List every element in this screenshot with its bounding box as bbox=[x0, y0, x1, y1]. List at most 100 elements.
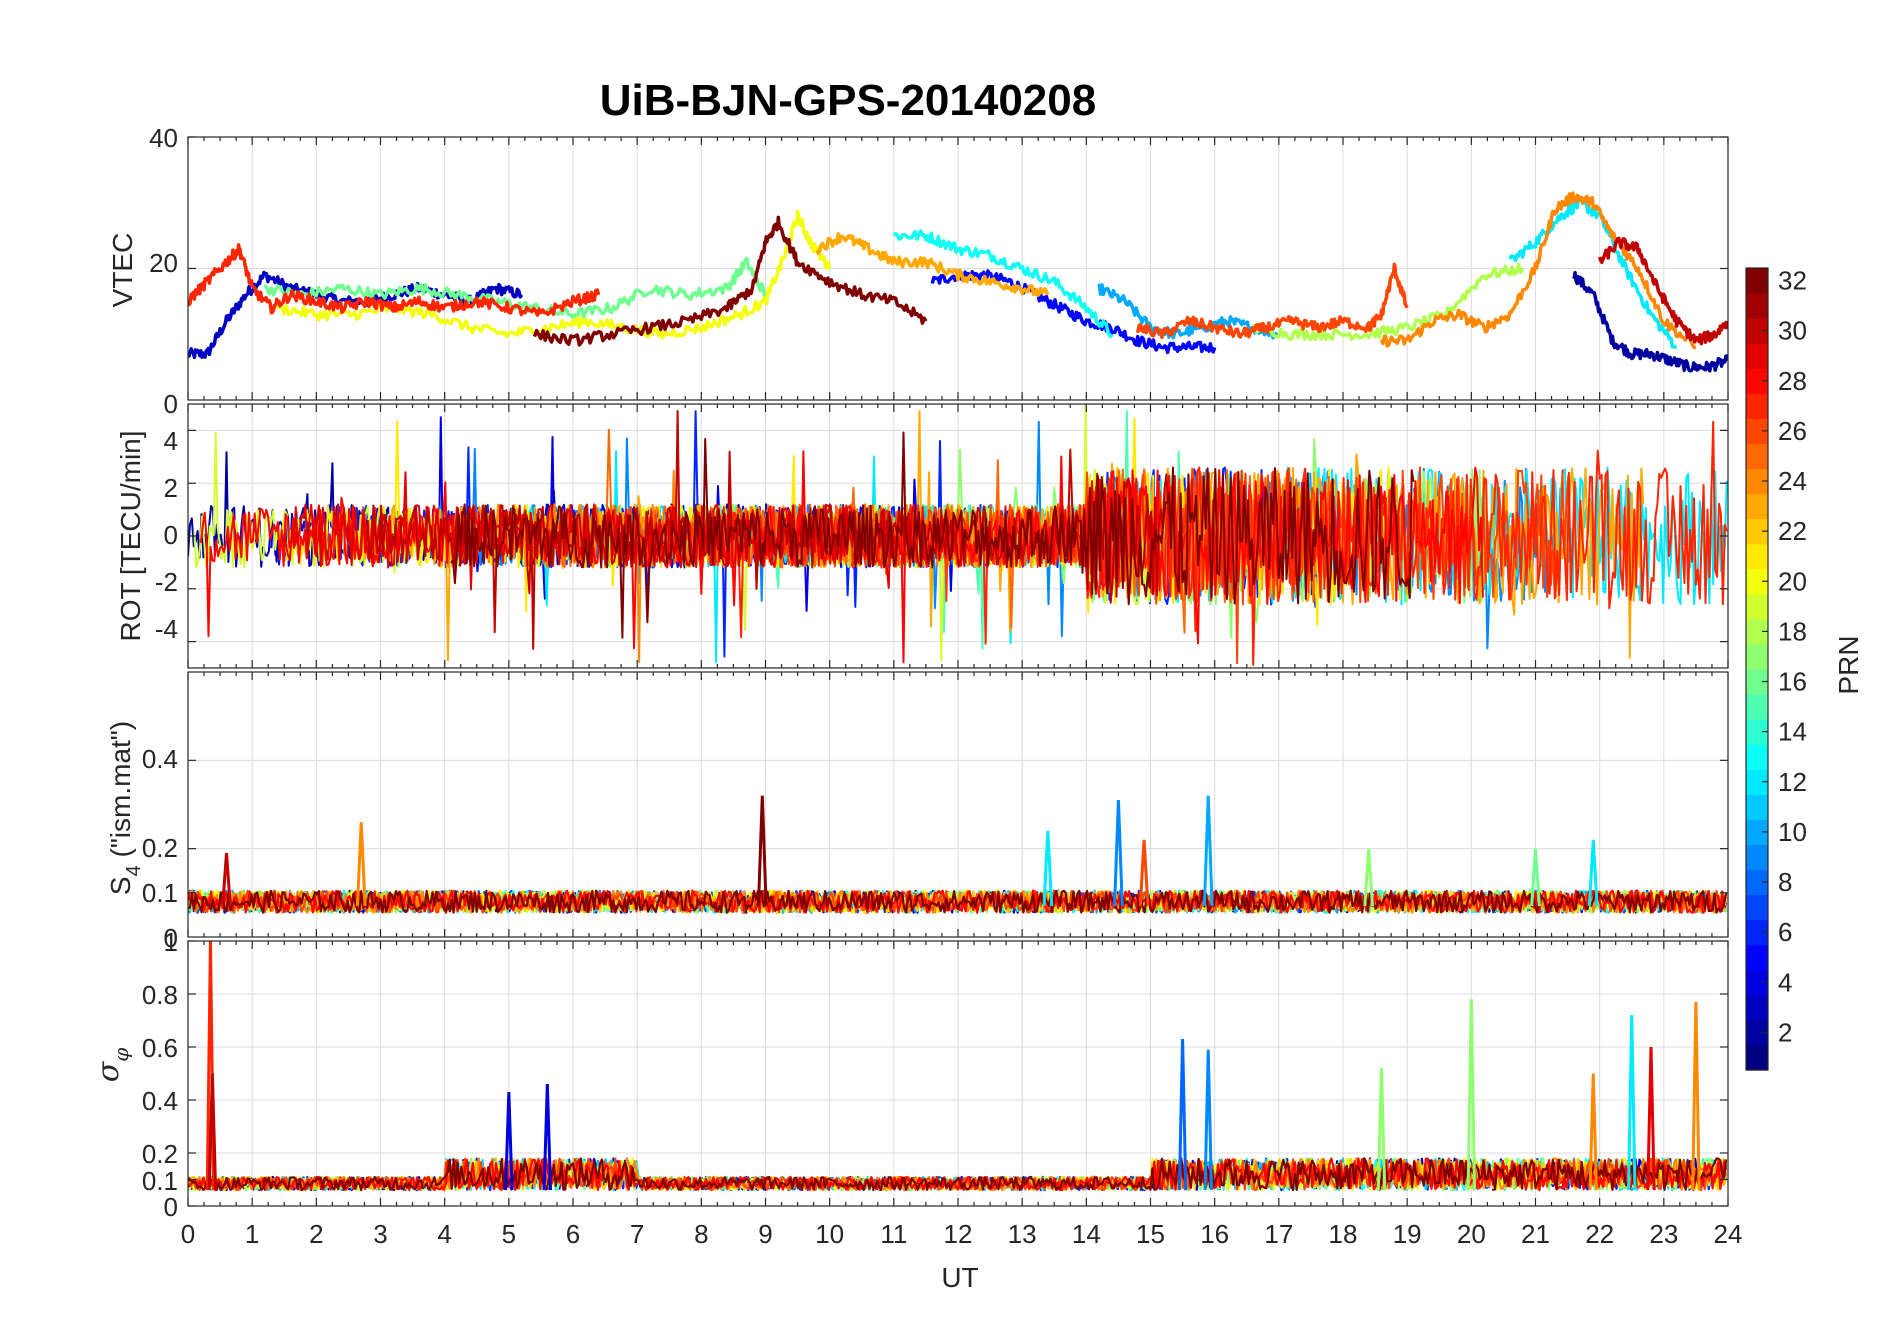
colorbar-tick-label-12: 12 bbox=[1778, 767, 1807, 797]
colorbar-swatch-10 bbox=[1746, 819, 1768, 846]
ut-tick-label-11: 11 bbox=[880, 1219, 907, 1249]
sigma-tick-label-0: 0 bbox=[164, 1192, 178, 1222]
colorbar-tick-label-10: 10 bbox=[1778, 817, 1807, 847]
sigma-axis-label-main: σ bbox=[91, 1060, 126, 1082]
ut-tick-label-0: 0 bbox=[181, 1219, 195, 1249]
colorbar-swatch-16 bbox=[1746, 669, 1768, 695]
s4-spike-prn-32 bbox=[756, 795, 768, 907]
vtec-axis-label: VTEC bbox=[107, 233, 138, 308]
sigma-data bbox=[188, 941, 1728, 1192]
ut-tick-label-17: 17 bbox=[1264, 1219, 1293, 1249]
colorbar-tick-label-16: 16 bbox=[1778, 667, 1807, 697]
colorbar-swatch-27 bbox=[1746, 393, 1768, 419]
sigma-spike-prn-4 bbox=[542, 1084, 553, 1191]
colorbar-tick-label-2: 2 bbox=[1778, 1017, 1792, 1047]
vtec-series-prn-5 bbox=[930, 269, 1217, 355]
rot-tick-label-top-0: 0 bbox=[164, 389, 178, 419]
ut-tick-label-12: 12 bbox=[944, 1219, 973, 1249]
colorbar-swatch-1 bbox=[1746, 1044, 1768, 1071]
vtec-panel bbox=[187, 136, 1729, 401]
colorbar-swatch-26 bbox=[1746, 418, 1768, 445]
ut-tick-label-24: 24 bbox=[1714, 1219, 1743, 1249]
vtec-series-prn-2 bbox=[1572, 270, 1728, 373]
ut-tick-label-21: 21 bbox=[1521, 1219, 1550, 1249]
colorbar-tick-label-24: 24 bbox=[1778, 466, 1807, 496]
ut-tick-label-20: 20 bbox=[1457, 1219, 1486, 1249]
ut-tick-label-13: 13 bbox=[1008, 1219, 1037, 1249]
vtec-series-prn-18 bbox=[1251, 262, 1525, 342]
ut-tick-label-14: 14 bbox=[1072, 1219, 1101, 1249]
colorbar-swatch-25 bbox=[1746, 443, 1768, 470]
vtec-series-prn-32 bbox=[532, 215, 928, 347]
figure-title: UiB-BJN-GPS-20140208 bbox=[600, 76, 1096, 125]
sigma-spike-prn-17 bbox=[1376, 1068, 1387, 1191]
colorbar-swatch-6 bbox=[1746, 919, 1768, 946]
rot-tick-label-0: 0 bbox=[164, 520, 178, 550]
colorbar-swatch-17 bbox=[1746, 643, 1768, 670]
colorbar-swatch-19 bbox=[1746, 593, 1768, 620]
colorbar-swatch-21 bbox=[1746, 543, 1768, 570]
colorbar-swatch-23 bbox=[1746, 493, 1768, 520]
vtec-tick-label-40: 40 bbox=[149, 123, 178, 153]
colorbar-tick-label-6: 6 bbox=[1778, 917, 1792, 947]
ut-tick-label-1: 1 bbox=[245, 1219, 259, 1249]
s4-grid bbox=[187, 672, 1729, 937]
rot-data bbox=[188, 404, 1728, 666]
s4-tick-label-0.1: 0.1 bbox=[142, 878, 178, 908]
sigma-axis-label: σφ bbox=[91, 1048, 133, 1083]
rot-axis-label: ROT [TECU/min] bbox=[115, 430, 146, 641]
ut-tick-label-7: 7 bbox=[630, 1219, 644, 1249]
vtec-series-prn-27 bbox=[188, 243, 601, 317]
sigma-phi-panel bbox=[187, 940, 1729, 1207]
ut-tick-label-23: 23 bbox=[1649, 1219, 1678, 1249]
s4-tick-label-0: 0 bbox=[164, 923, 178, 953]
sigma-spike-prn-29 bbox=[1646, 1046, 1656, 1191]
rot-series-prn-27 bbox=[693, 420, 1728, 666]
colorbar-frame bbox=[1745, 267, 1769, 1071]
sigma-spike-prn-24 bbox=[1691, 1001, 1701, 1191]
colorbar-swatch-12 bbox=[1746, 769, 1768, 795]
sigma-tick-label-0.8: 0.8 bbox=[142, 980, 178, 1010]
colorbar-swatch-4 bbox=[1746, 969, 1768, 996]
colorbar-tick-label-30: 30 bbox=[1778, 316, 1807, 346]
colorbar-tick-label-22: 22 bbox=[1778, 516, 1807, 546]
svg-text:S4 ("ism.mat"): S4 ("ism.mat") bbox=[105, 721, 145, 895]
sigma-spike-prn-24 bbox=[1588, 1073, 1598, 1191]
s4-panel bbox=[187, 671, 1729, 938]
sigma-spike-prn-30 bbox=[207, 1073, 218, 1191]
ut-tick-label-10: 10 bbox=[815, 1219, 844, 1249]
colorbar-tick-label-8: 8 bbox=[1778, 867, 1792, 897]
s4-spike-prn-12 bbox=[1042, 830, 1054, 907]
colorbar-swatch-15 bbox=[1746, 694, 1768, 720]
sigma-spike-prn-4 bbox=[504, 1092, 514, 1191]
vtec-series-prn-20 bbox=[276, 209, 832, 340]
colorbar-swatch-2 bbox=[1746, 1019, 1768, 1046]
s4-spike-prn-24 bbox=[355, 822, 367, 907]
rot-series-prn-32 bbox=[450, 431, 1415, 639]
vtec-series-prn-24 bbox=[1379, 191, 1696, 350]
rot-tick-label-4: 4 bbox=[164, 426, 178, 456]
ut-tick-label-19: 19 bbox=[1393, 1219, 1422, 1249]
ut-tick-label-16: 16 bbox=[1200, 1219, 1229, 1249]
ut-tick-label-3: 3 bbox=[373, 1219, 387, 1249]
ut-tick-label-18: 18 bbox=[1329, 1219, 1358, 1249]
colorbar-tick-label-18: 18 bbox=[1778, 616, 1807, 646]
colorbar-swatch-32 bbox=[1746, 268, 1768, 294]
rot-panel bbox=[187, 403, 1729, 669]
ut-tick-label-4: 4 bbox=[437, 1219, 451, 1249]
sigma-spike-prn-17 bbox=[1466, 999, 1477, 1191]
colorbar-tick-label-20: 20 bbox=[1778, 566, 1807, 596]
vtec-series-prn-26 bbox=[1135, 262, 1409, 340]
ut-tick-label-15: 15 bbox=[1136, 1219, 1165, 1249]
colorbar-tick-label-4: 4 bbox=[1778, 967, 1792, 997]
ut-tick-label-5: 5 bbox=[502, 1219, 516, 1249]
sigma-tick-label-0.1: 0.1 bbox=[142, 1166, 178, 1196]
colorbar-swatch-9 bbox=[1746, 844, 1768, 871]
vtec-series-prn-23 bbox=[815, 232, 1050, 298]
ut-tick-label-22: 22 bbox=[1585, 1219, 1614, 1249]
colorbar-tick-label-28: 28 bbox=[1778, 366, 1807, 396]
vtec-data bbox=[188, 191, 1728, 373]
colorbar-swatch-29 bbox=[1746, 343, 1768, 369]
